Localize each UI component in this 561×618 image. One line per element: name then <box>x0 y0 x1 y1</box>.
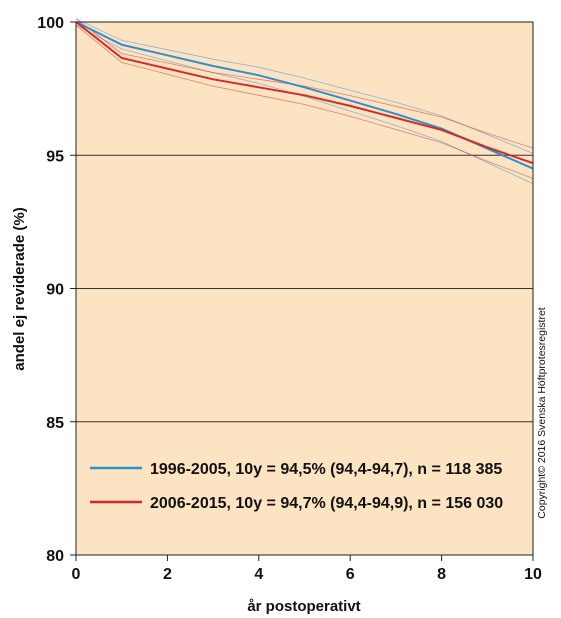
series-2-line <box>75 21 534 165</box>
y-axis-ticks: 80 85 90 95 100 <box>37 15 76 565</box>
y-tick-label: 85 <box>46 415 64 432</box>
x-tick-label: 0 <box>72 566 81 583</box>
x-tick-label: 10 <box>524 566 542 583</box>
confidence-bands <box>75 18 534 185</box>
y-axis-label: andel ej reviderade (%) <box>11 207 28 370</box>
gridlines <box>76 154 533 423</box>
series-2-upper-ci <box>75 18 534 149</box>
legend: 1996-2005, 10y = 94,5% (94,4-94,7), n = … <box>90 461 503 512</box>
x-tick-label: 8 <box>437 566 446 583</box>
copyright-text: Copyright© 2016 Svenska Höftprotesregist… <box>536 307 548 519</box>
y-tick-label: 95 <box>46 148 64 165</box>
x-tick-label: 6 <box>346 566 355 583</box>
x-axis-label: år postoperativt <box>247 598 360 615</box>
series-1-upper-ci <box>75 18 534 154</box>
x-tick-label: 4 <box>254 566 263 583</box>
series-lines <box>75 21 534 170</box>
y-tick-label: 80 <box>46 548 64 565</box>
y-tick-label: 100 <box>37 15 64 32</box>
series-2-lower-ci <box>75 24 534 179</box>
x-tick-label: 2 <box>163 566 172 583</box>
x-axis-ticks: 0 2 4 6 8 10 <box>72 555 542 583</box>
legend-label-2: 2006-2015, 10y = 94,7% (94,4-94,9), n = … <box>150 495 503 512</box>
legend-label-1: 1996-2005, 10y = 94,5% (94,4-94,7), n = … <box>150 461 502 478</box>
y-tick-label: 90 <box>46 282 64 299</box>
